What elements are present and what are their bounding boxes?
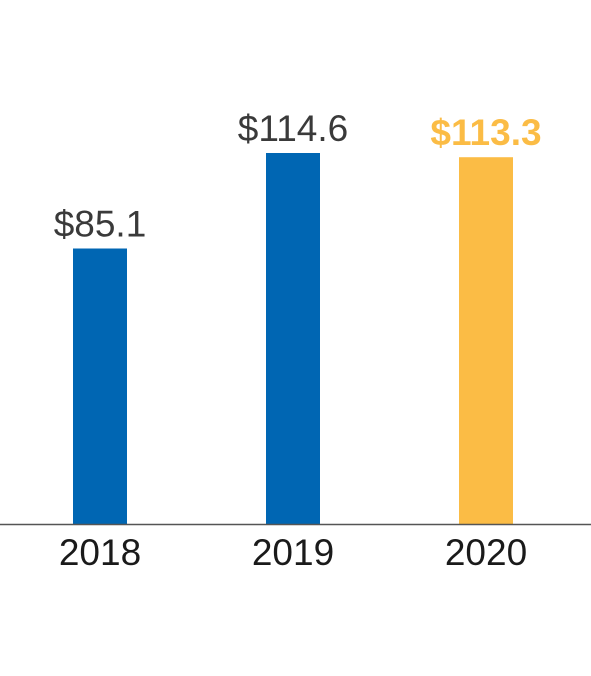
x-tick-label-2019: 2019 (252, 532, 334, 573)
x-tick-label-2018: 2018 (59, 532, 141, 573)
x-tick-labels-group: 2018 2019 2020 (59, 532, 527, 573)
value-label-2019: $114.6 (238, 108, 348, 149)
value-label-2020: $113.3 (430, 112, 541, 153)
bar-2019 (266, 153, 320, 524)
value-label-2018: $85.1 (54, 204, 147, 245)
bars-group (73, 153, 513, 524)
value-labels-group: $85.1 $114.6 $113.3 (54, 108, 542, 245)
bar-2018 (73, 248, 127, 524)
bar-2020 (459, 157, 513, 524)
x-tick-label-2020: 2020 (445, 532, 527, 573)
